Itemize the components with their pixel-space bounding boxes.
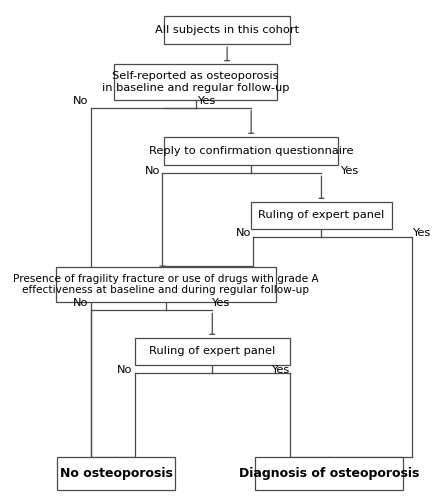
Text: Yes: Yes (340, 166, 358, 176)
FancyBboxPatch shape (164, 16, 290, 44)
Text: No: No (73, 298, 89, 308)
Text: No: No (145, 166, 161, 176)
Text: Yes: Yes (272, 364, 290, 374)
Text: Ruling of expert panel: Ruling of expert panel (149, 346, 276, 356)
FancyBboxPatch shape (251, 202, 392, 229)
Text: No osteoporosis: No osteoporosis (59, 467, 173, 480)
FancyBboxPatch shape (56, 267, 276, 302)
Text: Reply to confirmation questionnaire: Reply to confirmation questionnaire (149, 146, 353, 156)
Text: No: No (73, 96, 89, 106)
FancyBboxPatch shape (255, 456, 403, 490)
FancyBboxPatch shape (57, 456, 175, 490)
Text: Yes: Yes (412, 228, 431, 238)
Text: All subjects in this cohort: All subjects in this cohort (155, 25, 299, 35)
FancyBboxPatch shape (135, 338, 290, 365)
Text: No: No (236, 228, 251, 238)
Text: Self-reported as osteoporosis
in baseline and regular follow-up: Self-reported as osteoporosis in baselin… (102, 71, 289, 92)
Text: Diagnosis of osteoporosis: Diagnosis of osteoporosis (239, 467, 419, 480)
Text: Ruling of expert panel: Ruling of expert panel (258, 210, 385, 220)
Text: Yes: Yes (211, 298, 230, 308)
FancyBboxPatch shape (114, 64, 277, 100)
Text: Presence of fragility fracture or use of drugs with grade A
effectiveness at bas: Presence of fragility fracture or use of… (13, 274, 319, 295)
FancyBboxPatch shape (164, 137, 338, 166)
Text: No: No (117, 364, 133, 374)
Text: Yes: Yes (197, 96, 216, 106)
